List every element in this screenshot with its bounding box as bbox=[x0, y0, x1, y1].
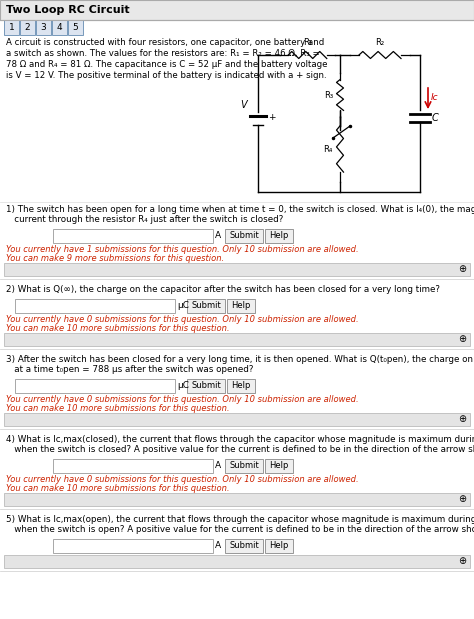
Bar bbox=[52, 20, 67, 35]
Text: Submit: Submit bbox=[229, 232, 259, 241]
Bar bbox=[225, 229, 263, 243]
Text: Submit: Submit bbox=[191, 301, 221, 311]
Text: Submit: Submit bbox=[191, 381, 221, 391]
Bar bbox=[4, 493, 470, 506]
Bar bbox=[53, 459, 213, 473]
Text: μC: μC bbox=[177, 301, 189, 311]
Text: ⊕: ⊕ bbox=[458, 495, 466, 504]
Bar bbox=[15, 299, 175, 313]
Text: 2) What is Q(∞), the charge on the capacitor after the switch has been closed fo: 2) What is Q(∞), the charge on the capac… bbox=[6, 285, 440, 294]
Bar bbox=[225, 539, 263, 553]
Text: R₃: R₃ bbox=[324, 90, 333, 100]
Bar bbox=[53, 229, 213, 243]
Text: V: V bbox=[241, 100, 247, 110]
Text: Submit: Submit bbox=[229, 462, 259, 470]
Text: 4: 4 bbox=[57, 23, 62, 32]
Text: R₄: R₄ bbox=[324, 144, 333, 154]
Text: when the switch is open? A positive value for the current is defined to be in th: when the switch is open? A positive valu… bbox=[6, 525, 474, 534]
Bar bbox=[4, 263, 470, 276]
Text: a switch as shown. The values for the resistors are: R₁ = R₂ = 46 Ω, R₃ =: a switch as shown. The values for the re… bbox=[6, 49, 320, 58]
Text: ⊕: ⊕ bbox=[458, 415, 466, 425]
Text: 1: 1 bbox=[9, 23, 14, 32]
Text: You can make 10 more submissions for this question.: You can make 10 more submissions for thi… bbox=[6, 404, 229, 413]
Text: Help: Help bbox=[269, 462, 289, 470]
Text: You can make 10 more submissions for this question.: You can make 10 more submissions for thi… bbox=[6, 484, 229, 493]
Bar bbox=[227, 379, 255, 393]
Text: at a time t₀pen = 788 μs after the switch was opened?: at a time t₀pen = 788 μs after the switc… bbox=[6, 365, 254, 374]
Text: R₁: R₁ bbox=[303, 38, 312, 47]
Text: Iᴄ: Iᴄ bbox=[431, 93, 438, 103]
Text: You can make 9 more submissions for this question.: You can make 9 more submissions for this… bbox=[6, 254, 224, 263]
Text: 78 Ω and R₄ = 81 Ω. The capacitance is C = 52 μF and the battery voltage: 78 Ω and R₄ = 81 Ω. The capacitance is C… bbox=[6, 60, 328, 69]
Text: 5) What is Iᴄ,max(open), the current that flows through the capacitor whose magn: 5) What is Iᴄ,max(open), the current tha… bbox=[6, 515, 474, 524]
Bar bbox=[20, 20, 35, 35]
Text: A circuit is constructed with four resistors, one capacitor, one battery and: A circuit is constructed with four resis… bbox=[6, 38, 324, 47]
Text: You currently have 1 submissions for this question. Only 10 submission are allow: You currently have 1 submissions for thi… bbox=[6, 245, 359, 254]
Text: You currently have 0 submissions for this question. Only 10 submission are allow: You currently have 0 submissions for thi… bbox=[6, 315, 359, 324]
Bar bbox=[4, 333, 470, 346]
Text: Help: Help bbox=[231, 301, 251, 311]
Bar bbox=[53, 539, 213, 553]
Bar bbox=[265, 459, 293, 473]
Text: 3: 3 bbox=[41, 23, 46, 32]
Bar bbox=[187, 379, 225, 393]
Bar bbox=[265, 539, 293, 553]
Text: A: A bbox=[215, 462, 221, 470]
Text: ⊕: ⊕ bbox=[458, 556, 466, 566]
Text: 2: 2 bbox=[25, 23, 30, 32]
Text: ⊕: ⊕ bbox=[458, 264, 466, 274]
Text: 5: 5 bbox=[73, 23, 78, 32]
Text: R₂: R₂ bbox=[375, 38, 384, 47]
Text: is V = 12 V. The positive terminal of the battery is indicated with a + sign.: is V = 12 V. The positive terminal of th… bbox=[6, 71, 327, 80]
Text: μC: μC bbox=[177, 381, 189, 391]
Text: Submit: Submit bbox=[229, 542, 259, 550]
Bar bbox=[4, 20, 19, 35]
Bar bbox=[187, 299, 225, 313]
Text: Two Loop RC Circuit: Two Loop RC Circuit bbox=[6, 5, 129, 15]
Text: Help: Help bbox=[269, 542, 289, 550]
Text: when the switch is closed? A positive value for the current is defined to be in : when the switch is closed? A positive va… bbox=[6, 445, 474, 454]
Bar bbox=[4, 413, 470, 426]
Bar bbox=[36, 20, 51, 35]
Text: A: A bbox=[215, 542, 221, 550]
Text: Help: Help bbox=[269, 232, 289, 241]
Text: You can make 10 more submissions for this question.: You can make 10 more submissions for thi… bbox=[6, 324, 229, 333]
Text: 3) After the switch has been closed for a very long time, it is then opened. Wha: 3) After the switch has been closed for … bbox=[6, 355, 474, 364]
Text: current through the resistor R₄ just after the switch is closed?: current through the resistor R₄ just aft… bbox=[6, 215, 283, 224]
Bar bbox=[265, 229, 293, 243]
Bar bbox=[68, 20, 83, 35]
Bar bbox=[227, 299, 255, 313]
Text: You currently have 0 submissions for this question. Only 10 submission are allow: You currently have 0 submissions for thi… bbox=[6, 475, 359, 484]
Text: Help: Help bbox=[231, 381, 251, 391]
Text: C: C bbox=[432, 113, 439, 123]
Text: 1) The switch has been open for a long time when at time t = 0, the switch is cl: 1) The switch has been open for a long t… bbox=[6, 205, 474, 214]
Text: +: + bbox=[268, 113, 275, 123]
Text: ⊕: ⊕ bbox=[458, 334, 466, 345]
Bar bbox=[4, 555, 470, 568]
Bar bbox=[0, 0, 474, 20]
Text: 4) What is Iᴄ,max(closed), the current that flows through the capacitor whose ma: 4) What is Iᴄ,max(closed), the current t… bbox=[6, 435, 474, 444]
Bar bbox=[15, 379, 175, 393]
Text: A: A bbox=[215, 232, 221, 241]
Bar bbox=[225, 459, 263, 473]
Text: You currently have 0 submissions for this question. Only 10 submission are allow: You currently have 0 submissions for thi… bbox=[6, 395, 359, 404]
